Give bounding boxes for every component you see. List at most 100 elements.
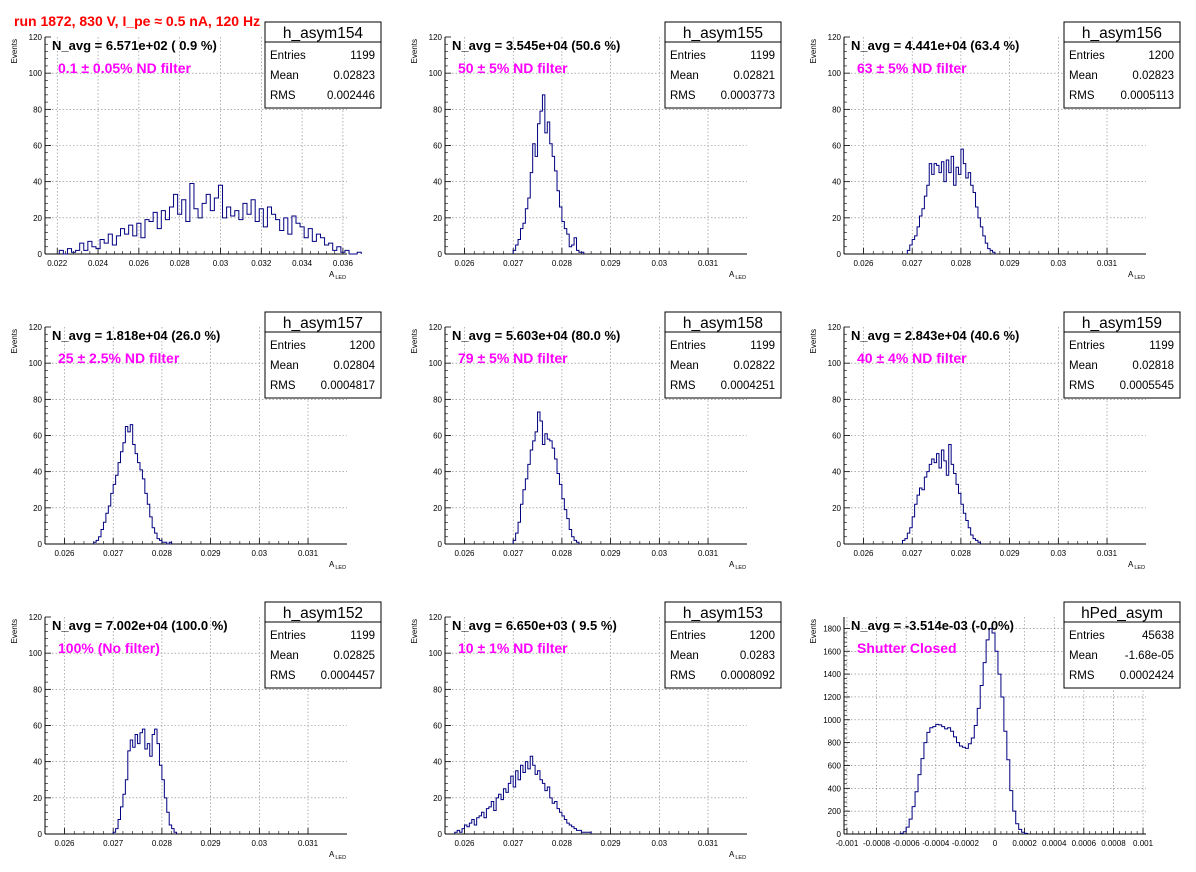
- x-tick-label: 0.034: [292, 259, 313, 268]
- stats-title: h_asym152: [283, 605, 363, 622]
- histogram-line-h_asym159: [901, 444, 981, 544]
- stats-label-entries: Entries: [670, 340, 706, 352]
- x-axis-title: ALED: [329, 270, 346, 281]
- y-tick-label: 80: [832, 395, 841, 404]
- stats-label-rms: RMS: [270, 380, 296, 392]
- histogram-pad-h_asym159: 0.026 0.027 0.028 0.029 0.03 0.031 0 20 40 60 80 10…: [809, 311, 1181, 571]
- stats-label-rms: RMS: [270, 670, 296, 682]
- x-tick-label: 0.031: [698, 839, 719, 848]
- y-tick-label: 1000: [823, 716, 841, 725]
- y-axis-title: Events: [410, 39, 419, 63]
- y-tick-label: 0: [38, 250, 43, 259]
- x-tick-label: 0.0004: [1042, 839, 1067, 848]
- x-tick-label: 0.027: [902, 549, 923, 558]
- stats-value-rms: 0.0002424: [1120, 670, 1175, 682]
- stats-value-entries: 45638: [1142, 630, 1174, 642]
- stats-title: hPed_asym: [1081, 605, 1163, 622]
- x-tick-label: 0.031: [298, 839, 319, 848]
- y-tick-label: 200: [828, 807, 842, 816]
- y-tick-label: 60: [33, 722, 42, 731]
- x-tick-label: 0.031: [698, 549, 719, 558]
- navg-label: N_avg = 4.441e+04 (63.4 %): [851, 38, 1019, 53]
- stats-box: [264, 601, 382, 689]
- y-tick-label: 80: [33, 685, 42, 694]
- x-tick-label: 0.03: [1051, 259, 1067, 268]
- stats-value-rms: 0.0003773: [721, 90, 775, 102]
- y-tick-label: 600: [828, 761, 842, 770]
- y-tick-label: 80: [433, 685, 442, 694]
- stats-title: h_asym157: [283, 315, 363, 332]
- filter-label: 79 ± 5% ND filter: [458, 350, 568, 366]
- y-tick-label: 80: [832, 105, 841, 114]
- y-tick-label: 20: [33, 794, 42, 803]
- histogram-pad-hPed_asym: -0.001 -0.0008 -0.0006 -0.0004 -0.0002 0 0.000…: [809, 601, 1181, 848]
- run-title: run 1872, 830 V, I_pe ≈ 0.5 nA, 120 Hz: [14, 13, 260, 29]
- y-axis-title: Events: [410, 619, 419, 643]
- x-axis-title: ALED: [729, 850, 746, 861]
- x-tick-label: 0.0002: [1012, 839, 1037, 848]
- x-tick-label: -0.0002: [952, 839, 980, 848]
- y-axis-title: Events: [809, 329, 818, 353]
- y-tick-label: 20: [832, 504, 841, 513]
- y-tick-label: 1200: [823, 693, 841, 702]
- y-axis-title: Events: [10, 619, 19, 643]
- stats-value-entries: 1199: [350, 630, 375, 642]
- stats-box: [664, 601, 782, 689]
- stats-value-entries: 1200: [1148, 50, 1174, 62]
- stats-label-rms: RMS: [1069, 90, 1095, 102]
- y-tick-label: 40: [433, 178, 442, 187]
- y-tick-label: 100: [429, 359, 443, 368]
- y-tick-label: 400: [828, 784, 842, 793]
- x-axis-title: ALED: [329, 560, 346, 571]
- stats-value-rms: 0.0004457: [321, 670, 375, 682]
- stats-label-rms: RMS: [670, 670, 696, 682]
- stats-label-entries: Entries: [1069, 340, 1105, 352]
- x-tick-label: 0.031: [1097, 549, 1118, 558]
- y-tick-label: 100: [429, 69, 443, 78]
- navg-label: N_avg = -3.514e-03 (-0.0%): [851, 618, 1014, 633]
- x-tick-label: 0.001: [1133, 839, 1154, 848]
- y-tick-label: 40: [33, 178, 42, 187]
- stats-label-mean: Mean: [670, 70, 699, 82]
- stats-label-entries: Entries: [270, 340, 306, 352]
- x-axis-title: ALED: [729, 270, 746, 281]
- stats-title: h_asym153: [683, 605, 763, 622]
- histogram-pad-h_asym152: 0.026 0.027 0.028 0.029 0.03 0.031 0 20 40 60 80 10…: [10, 601, 382, 861]
- stats-value-mean: 0.02823: [1132, 70, 1174, 82]
- x-tick-label: 0.027: [103, 549, 124, 558]
- x-tick-label: 0.03: [1051, 549, 1067, 558]
- filter-label: 50 ± 5% ND filter: [458, 60, 568, 76]
- filter-label: 25 ± 2.5% ND filter: [58, 350, 180, 366]
- x-tick-label: 0.029: [601, 259, 622, 268]
- y-tick-label: 0: [438, 540, 443, 549]
- y-tick-label: 40: [33, 468, 42, 477]
- stats-label-entries: Entries: [670, 50, 706, 62]
- x-tick-label: 0.029: [601, 839, 622, 848]
- y-axis-title: Events: [410, 329, 419, 353]
- stats-label-rms: RMS: [670, 90, 696, 102]
- histogram-line-h_asym156: [906, 148, 996, 254]
- x-tick-label: 0.029: [1000, 549, 1021, 558]
- y-tick-label: 120: [29, 33, 43, 42]
- stats-label-rms: RMS: [1069, 380, 1095, 392]
- stats-label-entries: Entries: [670, 630, 706, 642]
- histogram-line-h_asym157: [93, 424, 173, 545]
- y-tick-label: 0: [837, 540, 842, 549]
- y-axis-title: Events: [10, 329, 19, 353]
- y-tick-label: 60: [832, 432, 841, 441]
- stats-label-mean: Mean: [270, 70, 299, 82]
- y-tick-label: 100: [29, 649, 43, 658]
- stats-box: [1063, 601, 1181, 689]
- x-tick-label: 0.027: [503, 549, 524, 558]
- stats-title: h_asym159: [1082, 315, 1162, 332]
- y-tick-label: 120: [429, 613, 443, 622]
- stats-label-mean: Mean: [270, 360, 299, 372]
- x-tick-label: -0.001: [836, 839, 859, 848]
- x-tick-label: -0.0008: [863, 839, 891, 848]
- histogram-pad-h_asym153: 0.026 0.027 0.028 0.029 0.03 0.031 0 20 40 60 80 10…: [410, 601, 782, 861]
- y-axis-title: Events: [809, 619, 818, 643]
- x-tick-label: 0.036: [333, 259, 354, 268]
- x-tick-label: 0.031: [698, 259, 719, 268]
- y-tick-label: 120: [429, 323, 443, 332]
